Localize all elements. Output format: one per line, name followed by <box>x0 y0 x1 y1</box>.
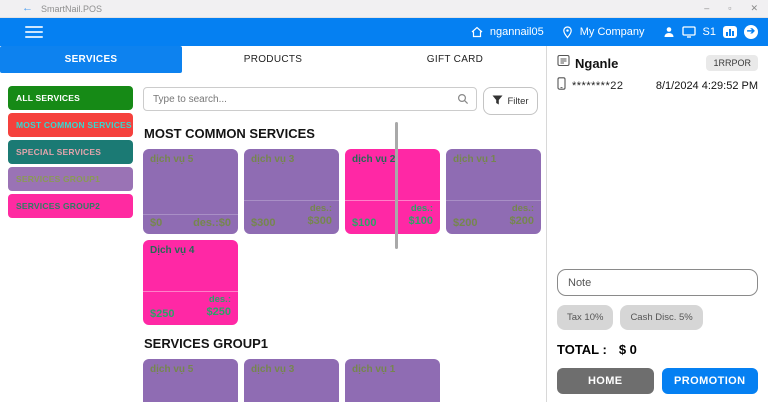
service-tile-title: dịch vụ 3 <box>251 154 295 165</box>
customer-name: Nganle <box>575 55 619 71</box>
service-tile-d-ch-v-2[interactable]: dịch vụ 2 $100 des.: $100 <box>345 149 440 234</box>
service-price: $250 <box>150 308 175 320</box>
vertical-scrollbar[interactable] <box>395 122 398 249</box>
tile-grid: dịch vụ 5 dịch vụ 3 dịch vụ 1 <box>143 359 542 402</box>
category-services-group2[interactable]: SERVICES GROUP2 <box>8 194 133 218</box>
category-all-services[interactable]: ALL SERVICES <box>8 86 133 110</box>
contact-card-icon <box>557 54 570 72</box>
service-tile-d-ch-v-1[interactable]: dịch vụ 1 <box>345 359 440 402</box>
tab-gift-card[interactable]: GIFT CARD <box>426 54 484 65</box>
filter-funnel-icon <box>492 95 503 108</box>
menu-icon[interactable] <box>25 26 43 38</box>
tab-bar: SERVICES PRODUCTS GIFT CARD <box>0 46 546 73</box>
services-main: Filter MOST COMMON SERVICES dịch vụ 5 $0 de… <box>141 73 546 402</box>
service-tile-title: dịch vụ 5 <box>150 154 194 165</box>
home-icon <box>471 26 483 38</box>
service-tile-prices: $300 des.: $300 <box>244 200 339 234</box>
service-tile-d-ch-v-5[interactable]: dịch vụ 5 $0 des.:$0 <box>143 149 238 234</box>
service-tile-d-ch-v-5[interactable]: dịch vụ 5 <box>143 359 238 402</box>
service-tile-title: Dịch vụ 4 <box>150 245 195 256</box>
service-price: $200 <box>453 217 478 229</box>
category-services-group1[interactable]: SERVICES GROUP1 <box>8 167 133 191</box>
service-tile-prices: $250 des.: $250 <box>143 291 238 325</box>
company-label[interactable]: My Company <box>579 26 645 38</box>
service-discount-price: $250 <box>206 306 231 319</box>
service-price: $300 <box>251 217 276 229</box>
phone-icon <box>557 77 566 95</box>
service-tile-d-ch-v-1[interactable]: dịch vụ 1 $200 des.: $200 <box>446 149 541 234</box>
window-controls: – ▫ ✕ <box>704 4 768 13</box>
category-special-services[interactable]: SPECIAL SERVICES <box>8 140 133 164</box>
service-tile-prices: $100 des.: $100 <box>345 200 440 234</box>
ticket-code-badge: 1RRPOR <box>706 55 758 71</box>
service-discount-price: $100 <box>408 215 433 228</box>
search-input[interactable] <box>143 87 477 111</box>
minimize-icon[interactable]: – <box>704 3 710 13</box>
discount-label: des.: <box>410 203 433 215</box>
tab-products[interactable]: PRODUCTS <box>243 54 303 65</box>
service-discount: des.: $250 <box>207 294 231 320</box>
search-box <box>143 87 477 111</box>
total-label: TOTAL : <box>557 342 607 357</box>
app-header: ngannail05 My Company S1 ➔ <box>0 18 768 46</box>
service-discount: des.: $300 <box>308 203 332 229</box>
maximize-icon[interactable]: ▫ <box>728 3 732 13</box>
filter-button[interactable]: Filter <box>483 87 538 115</box>
discount-label: des.: <box>511 203 534 215</box>
close-icon[interactable]: ✕ <box>750 3 758 13</box>
discount-label: des.: <box>208 294 231 306</box>
tax-button[interactable]: Tax 10% <box>557 305 614 330</box>
service-tile-title: dịch vụ 2 <box>352 154 396 165</box>
section-heading-services-group1: SERVICES GROUP1 <box>144 336 269 351</box>
location-pin-icon <box>562 25 573 39</box>
tile-grid: dịch vụ 5 $0 des.:$0 dịch vụ 3 $300 des.: $300… <box>143 149 542 325</box>
promotion-button[interactable]: PROMOTION <box>661 368 758 394</box>
station-label: S1 <box>702 26 716 38</box>
service-discount-price: $200 <box>509 215 534 228</box>
service-tile-title: dịch vụ 1 <box>352 364 396 375</box>
home-button[interactable]: HOME <box>557 368 654 394</box>
service-discount: des.: $200 <box>510 203 534 229</box>
monitor-icon[interactable] <box>681 26 696 38</box>
discount-label: des.: <box>309 203 332 215</box>
service-discount-price: $300 <box>307 215 332 228</box>
back-icon[interactable]: ← <box>22 2 33 14</box>
logout-arrow-icon[interactable]: ➔ <box>744 25 758 39</box>
user-icon[interactable] <box>663 26 675 38</box>
service-tile-title: dịch vụ 1 <box>453 154 497 165</box>
search-icon <box>457 92 469 110</box>
username-label[interactable]: ngannail05 <box>489 26 544 38</box>
service-tile-title: dịch vụ 3 <box>251 364 295 375</box>
section-heading-most-common-services: MOST COMMON SERVICES <box>144 126 315 141</box>
window-title: SmartNail.POS <box>41 3 103 14</box>
report-chart-icon[interactable] <box>723 26 737 38</box>
total-value: $ 0 <box>618 342 637 357</box>
cash-discount-button[interactable]: Cash Disc. 5% <box>620 305 703 330</box>
service-tile-d-ch-v-4[interactable]: Dịch vụ 4 $250 des.: $250 <box>143 240 238 325</box>
order-panel: Nganle 1RRPOR ********22 8/1/2024 4:29:5… <box>546 46 768 402</box>
service-price: $100 <box>352 217 377 229</box>
service-tile-prices: $0 des.:$0 <box>143 214 238 234</box>
note-input[interactable] <box>557 269 758 296</box>
service-tile-d-ch-v-3[interactable]: dịch vụ 3 $300 des.: $300 <box>244 149 339 234</box>
customer-phone: ********22 <box>572 80 624 92</box>
services-sections: MOST COMMON SERVICES dịch vụ 5 $0 des.:$0 dị… <box>143 126 542 402</box>
category-most-common-services[interactable]: MOST COMMON SERVICES <box>8 113 133 137</box>
service-discount: des.: $100 <box>409 203 433 229</box>
service-tile-prices: $200 des.: $200 <box>446 200 541 234</box>
tab-services[interactable]: SERVICES <box>0 46 182 73</box>
service-tile-d-ch-v-3[interactable]: dịch vụ 3 <box>244 359 339 402</box>
service-price: $0 <box>150 217 163 229</box>
os-titlebar: ← SmartNail.POS – ▫ ✕ <box>0 0 768 18</box>
category-list: ALL SERVICES MOST COMMON SERVICES SPECIAL … <box>0 73 141 402</box>
checkin-datetime: 8/1/2024 4:29:52 PM <box>655 80 758 92</box>
filter-label: Filter <box>507 95 529 107</box>
service-tile-title: dịch vụ 5 <box>150 364 194 375</box>
service-discount-price: des.:$0 <box>193 217 231 229</box>
